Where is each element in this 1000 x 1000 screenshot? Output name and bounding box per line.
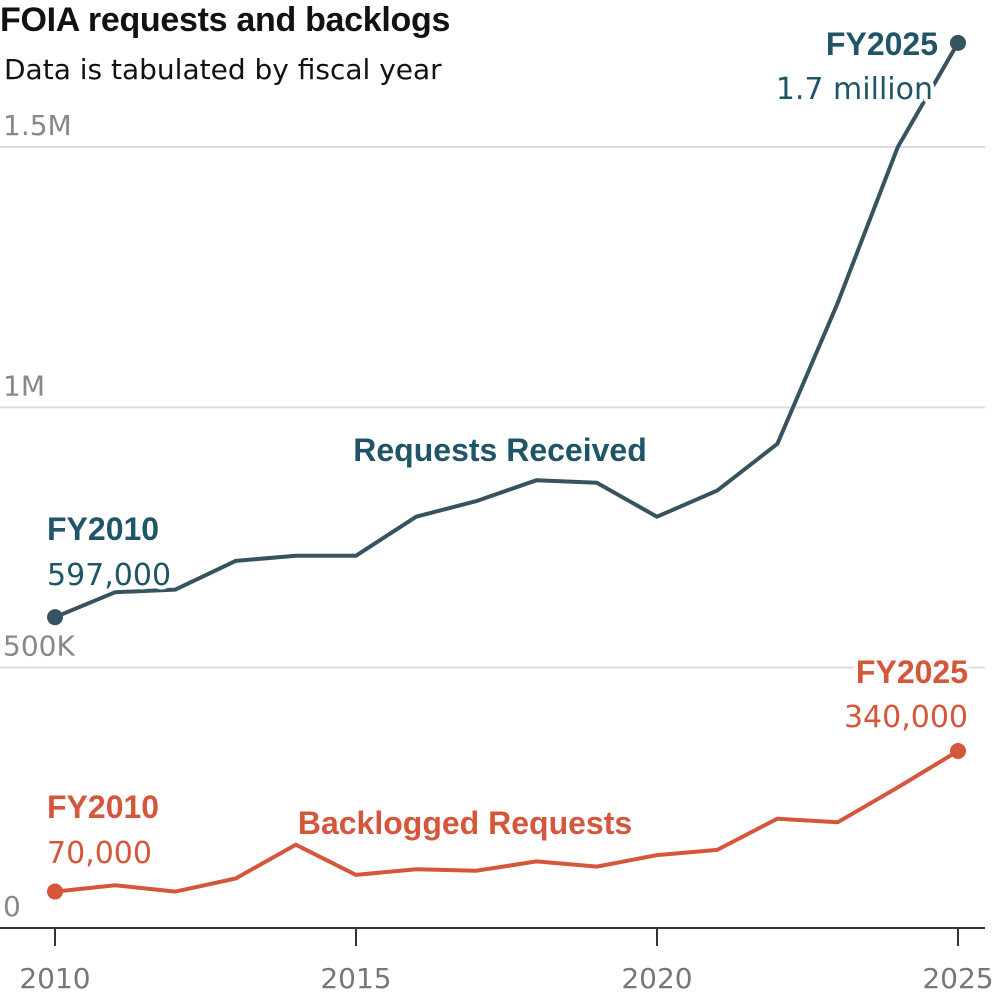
backlog-start-year-label: FY2010 [47,789,159,825]
x-tick-label: 2015 [320,962,391,995]
backlog-end-value-label: 340,000 [844,700,968,735]
backlog-series-label: Backlogged Requests [298,805,632,841]
requests-start-value-label: 597,000 [47,558,171,593]
y-tick-label: 1.5M [3,109,72,142]
x-tick-label: 2010 [19,962,90,995]
x-axis: 2010 2015 2020 2025 [0,927,994,995]
x-tick-label: 2025 [922,962,993,995]
chart-title: FOIA requests and backlogs [0,1,451,39]
grid-layer: 0 500K 1M 1.5M [0,109,985,923]
backlog-end-point [950,742,966,759]
requests-received-line [53,40,960,620]
label-layer: Requests Received FY2010 597,000 FY2025 1.7 … [43,22,972,875]
x-tick-label: 2020 [621,962,692,995]
backlogged-requests-line [53,749,960,894]
backlog-end-year-label: FY2025 [856,654,968,690]
y-tick-label: 500K [3,630,75,663]
requests-start-point [47,609,63,626]
requests-series-label: Requests Received [353,432,646,468]
backlog-start-point [47,883,63,900]
requests-end-point [950,34,966,51]
requests-start-year-label: FY2010 [47,511,159,547]
requests-end-year-label: FY2025 [826,26,938,62]
backlog-start-value-label: 70,000 [47,836,152,871]
requests-end-value-label: 1.7 million [776,72,933,107]
y-tick-label: 0 [3,890,21,923]
series-layer [47,34,966,900]
chart-subtitle: Data is tabulated by fiscal year [4,53,442,86]
y-tick-label: 1M [3,369,45,402]
